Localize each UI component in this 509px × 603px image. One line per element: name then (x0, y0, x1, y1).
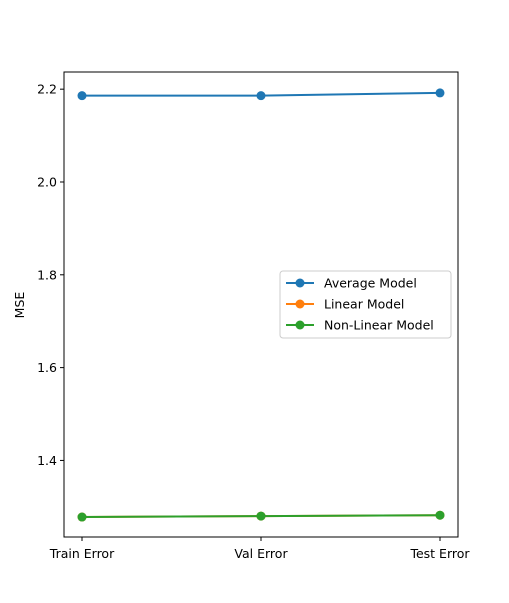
y-tick-label: 1.8 (37, 267, 57, 282)
legend-label: Non-Linear Model (324, 318, 434, 333)
y-tick-label: 2.0 (37, 174, 57, 189)
legend-marker (295, 299, 305, 309)
data-point (256, 91, 266, 101)
data-point (77, 512, 87, 522)
series-layer (77, 88, 445, 522)
series-average-model (77, 88, 445, 101)
legend-label: Linear Model (324, 297, 404, 312)
y-tick-label: 1.6 (37, 360, 57, 375)
data-point (435, 510, 445, 520)
x-tick-label: Train Error (49, 546, 115, 561)
data-point (77, 91, 87, 101)
legend-box (279, 270, 452, 339)
legend-marker (295, 278, 305, 288)
legend: Average Model Linear Model Non-Linear Mode… (279, 270, 452, 339)
series-non-linear-model (77, 510, 445, 522)
x-tick-label: Test Error (409, 546, 470, 561)
legend-marker (295, 320, 305, 330)
y-axis: 1.4 1.6 1.8 2.0 2.2 (37, 82, 64, 468)
x-axis: Train Error Val Error Test Error (49, 537, 470, 561)
data-point (256, 511, 266, 521)
data-point (435, 88, 445, 98)
y-tick-label: 1.4 (37, 453, 57, 468)
y-tick-label: 2.2 (37, 82, 57, 97)
legend-item: Non-Linear Model (286, 318, 434, 333)
legend-item: Linear Model (286, 297, 404, 312)
legend-label: Average Model (324, 276, 417, 291)
legend-item: Average Model (286, 276, 417, 291)
x-tick-label: Val Error (234, 546, 288, 561)
y-axis-label: MSE (12, 292, 27, 319)
